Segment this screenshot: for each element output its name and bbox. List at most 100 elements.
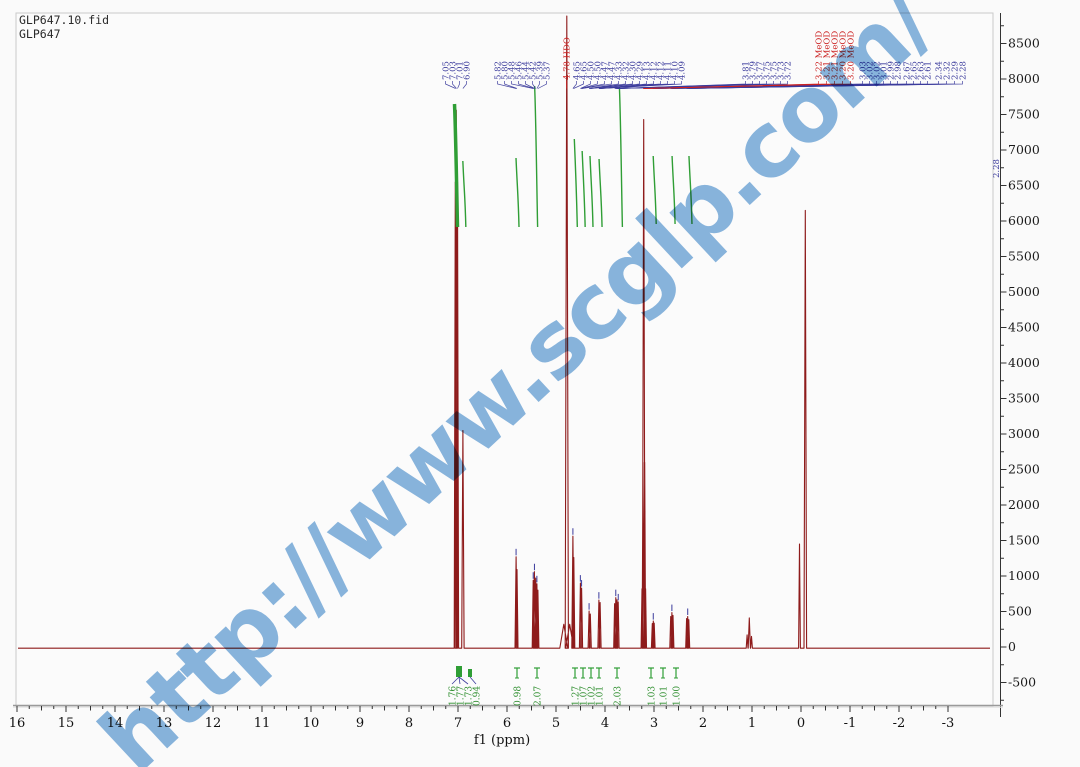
y-axis-tick-label: 6000	[1008, 213, 1040, 228]
peak-label: 5.48	[508, 61, 518, 80]
peak-label-group: 4.50	[580, 61, 604, 89]
peak-label: 3.22 MeOD	[815, 31, 825, 80]
x-axis-tick-label: -3	[942, 716, 955, 731]
peak-label-leader	[457, 81, 460, 89]
peak-label: 3.77	[756, 61, 766, 80]
x-axis-tick-label: 2	[699, 716, 707, 731]
peak-label: 2.65	[910, 61, 920, 80]
peak-label-group: 3.20 MeOD	[644, 31, 857, 89]
integral-bracket	[458, 676, 461, 685]
y-axis-tick-label: 5500	[1008, 249, 1040, 264]
edge-peak-label: 2.28	[992, 159, 1002, 178]
peak-label: 5.42	[529, 61, 539, 80]
peak-label-leader	[536, 81, 540, 89]
peak-label: 5.37	[543, 61, 553, 80]
peak-label-leader	[580, 81, 591, 89]
peak-label: 4.32	[622, 61, 632, 80]
peak-label: 4.12	[650, 61, 660, 80]
peak-label: 5.82	[494, 61, 504, 80]
peak-label-group: 5.42	[529, 61, 539, 89]
integral-bracket	[451, 676, 460, 685]
peak-label: 3.72	[784, 61, 794, 80]
y-axis-tick-label: 0	[1008, 639, 1016, 654]
peak-label: 2.32	[943, 61, 953, 80]
peak-label: 4.65	[580, 61, 590, 80]
peak-label: 4.29	[636, 61, 646, 80]
integral-curve	[671, 155, 676, 225]
y-axis-tick-label: 7000	[1008, 142, 1040, 157]
peak-label: 3.75	[763, 61, 773, 80]
y-axis-tick-label: 8000	[1008, 71, 1040, 86]
peak-label-leader	[688, 81, 963, 89]
title-line2: GLP647	[19, 26, 61, 41]
peak-label: 3.20 MeOD	[839, 31, 849, 80]
integral-curve	[598, 158, 603, 228]
peak-label-group: 7.01	[456, 61, 466, 89]
x-axis-tick-label: 4	[601, 716, 609, 731]
peak-label: 3.21 MeOD	[823, 31, 833, 80]
y-axis-tick-label: 3500	[1008, 391, 1040, 406]
integral-label: 1.27	[572, 686, 582, 706]
integral-curve	[652, 155, 657, 225]
peak-label-leader	[572, 81, 577, 89]
peak-label: 3.02	[873, 61, 883, 80]
peak-label: 5.46	[515, 61, 525, 80]
x-axis-tick-label: -2	[893, 716, 906, 731]
integral-label: 1.07	[580, 686, 590, 706]
peak-label-group: 4.78 HDO	[563, 37, 573, 89]
y-axis-tick-label: 4500	[1008, 320, 1040, 335]
peak-label-group: 5.82	[494, 61, 517, 89]
spectrum-trace	[18, 15, 990, 649]
peak-pick-marks	[515, 528, 689, 620]
peak-label: 6.90	[463, 61, 473, 80]
peak-label-leader	[518, 81, 535, 89]
integral-curve	[618, 86, 624, 228]
x-axis-tick-label: 14	[107, 716, 124, 731]
peak-label: 4.78 HDO	[563, 37, 573, 80]
integral-curve	[533, 85, 539, 228]
peak-label-leader	[445, 81, 456, 89]
peak-label-group: 5.48	[508, 61, 534, 89]
peak-label-group: 2.28	[688, 61, 969, 89]
peak-label-group: 4.29	[590, 61, 646, 89]
x-axis-tick-label: 6	[503, 716, 511, 731]
peak-label: 2.99	[887, 61, 897, 80]
peak-label-leader	[581, 81, 605, 89]
integral-curve	[515, 157, 520, 228]
peak-label-leader	[511, 81, 534, 89]
integral-curve	[589, 155, 594, 228]
integral-curve	[573, 138, 579, 228]
peak-label-group: 7.03	[449, 61, 459, 89]
peak-label: 3.21 MeOD	[831, 31, 841, 80]
peak-label: 7.05	[442, 61, 452, 80]
peak-label: 5.80	[501, 61, 511, 80]
x-axis-tick-label: 15	[58, 716, 75, 731]
integral-label: 1.01	[660, 686, 670, 706]
peak-label-group: 3.72	[618, 61, 794, 89]
integral-label: 1.73	[465, 686, 475, 706]
y-axis-tick-label: 500	[1008, 604, 1032, 619]
peak-label: 4.10	[671, 61, 681, 80]
y-axis-tick-label: 1500	[1008, 533, 1040, 548]
y-axis-tick-label: 1000	[1008, 568, 1040, 583]
x-axis-tick-label: 13	[156, 716, 173, 731]
integral-label: 1.03	[648, 686, 658, 706]
peak-label: 3.01	[880, 61, 890, 80]
integral-curve	[688, 155, 693, 225]
x-axis-tick-label: 10	[303, 716, 320, 731]
spectrum-title: GLP647.10.fid GLP647	[19, 13, 109, 41]
x-axis-tick-label: 9	[356, 716, 364, 731]
peak-label: 4.47	[601, 61, 611, 80]
y-axis-tick-label: 5000	[1008, 284, 1040, 299]
peak-label: 3.73	[777, 61, 787, 80]
x-axis: 16 15 14 13 12 11 10 9 8 7 6 5 4 3 2 1 0 -1 -2 -3f1 (ppm)	[9, 704, 1003, 748]
integral-label: 1.00	[673, 686, 683, 706]
peak-label-leader	[644, 81, 851, 89]
peak-label: 7.03	[449, 61, 459, 80]
peak-label-group: 5.39	[536, 61, 546, 89]
peak-label-leader	[618, 81, 788, 89]
peak-label: 4.33	[615, 61, 625, 80]
peak-label-leader	[537, 81, 547, 89]
peak-label: 5.39	[536, 61, 546, 80]
